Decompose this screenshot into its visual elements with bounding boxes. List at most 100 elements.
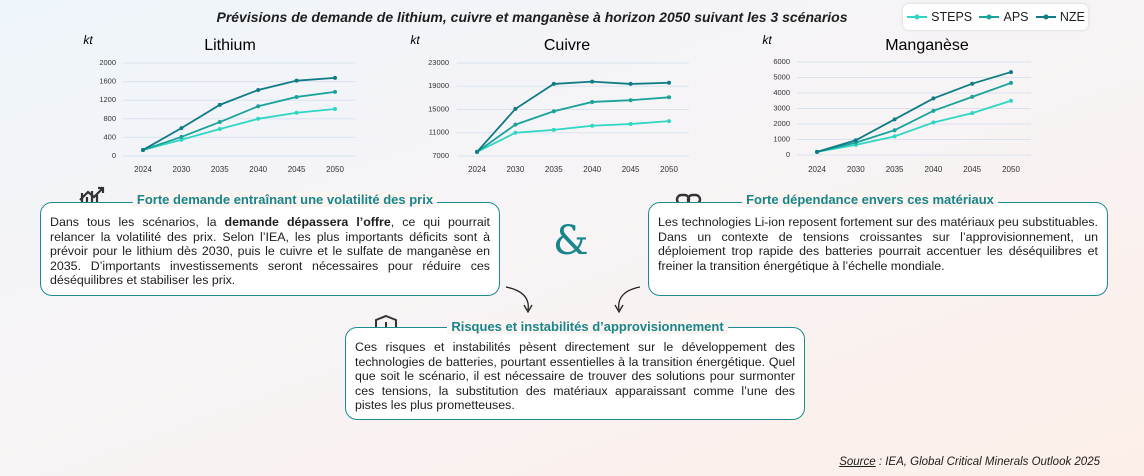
arrow-head bbox=[523, 304, 533, 314]
series-line bbox=[142, 108, 336, 151]
data-point bbox=[256, 104, 261, 109]
x-tick-label: 2040 bbox=[583, 165, 601, 174]
x-tick-label: 2045 bbox=[288, 165, 306, 174]
data-point bbox=[931, 96, 936, 101]
chart-title: Cuivre bbox=[544, 37, 590, 54]
data-point bbox=[475, 149, 479, 154]
data-point bbox=[179, 134, 184, 139]
data-point bbox=[217, 120, 222, 125]
box-text-bold: demande dépassera l’offre bbox=[224, 215, 391, 229]
y-axis-label: kt bbox=[83, 33, 93, 47]
legend-dot bbox=[1043, 14, 1049, 20]
data-point bbox=[217, 127, 222, 132]
y-tick-label: 2000 bbox=[773, 119, 790, 128]
data-point bbox=[815, 149, 819, 154]
data-point bbox=[294, 78, 299, 83]
box-title-text: Forte dépendance envers ces matériaux bbox=[742, 192, 998, 207]
box-title: Forte demande entraînant une volatilité … bbox=[125, 192, 445, 207]
x-tick-label: 2035 bbox=[545, 165, 563, 174]
data-point bbox=[513, 106, 518, 111]
arrow bbox=[618, 286, 641, 311]
source: Source : IEA, Global Critical Minerals O… bbox=[839, 456, 1100, 468]
y-tick-label: 1000 bbox=[773, 134, 790, 143]
data-point bbox=[892, 128, 897, 133]
ampersand: & bbox=[553, 218, 589, 264]
x-tick-label: 2024 bbox=[134, 165, 152, 174]
x-tick-label: 2030 bbox=[173, 165, 191, 174]
y-axis-label: kt bbox=[762, 33, 772, 47]
data-point bbox=[931, 120, 936, 125]
x-tick-label: 2040 bbox=[249, 165, 267, 174]
box-text: Les technologies Li-ion reposent forteme… bbox=[658, 215, 1098, 273]
x-tick-label: 2045 bbox=[622, 165, 640, 174]
legend-dot bbox=[986, 14, 992, 20]
series-line bbox=[476, 120, 670, 153]
box-text: Dans tous les scénarios, la bbox=[50, 215, 225, 229]
series-line bbox=[476, 80, 670, 153]
y-tick-label: 7000 bbox=[432, 151, 449, 160]
data-point bbox=[628, 98, 633, 103]
legend-swatch bbox=[979, 14, 1000, 20]
x-tick-label: 2035 bbox=[211, 165, 229, 174]
legend-label: APS bbox=[1003, 10, 1029, 24]
legend-dot bbox=[914, 14, 920, 20]
data-point bbox=[853, 138, 858, 143]
chart-title: Lithium bbox=[204, 37, 256, 54]
data-point bbox=[970, 111, 975, 116]
data-point bbox=[590, 99, 595, 104]
arrow bbox=[505, 286, 529, 311]
data-point bbox=[294, 110, 299, 115]
data-point bbox=[217, 102, 222, 107]
data-point bbox=[513, 130, 518, 135]
box-text: , ce qui pourrait relancer la volatilité… bbox=[50, 215, 491, 287]
x-tick-label: 2050 bbox=[660, 165, 678, 174]
data-point bbox=[1009, 80, 1013, 85]
legend: STEPS APS NZE bbox=[903, 4, 1088, 30]
box-title: Forte dépendance envers ces matériaux bbox=[720, 192, 1020, 207]
y-tick-label: 0 bbox=[112, 151, 116, 160]
y-tick-label: 15000 bbox=[428, 104, 449, 113]
series-line bbox=[142, 76, 336, 151]
data-point bbox=[970, 94, 975, 99]
legend-label: NZE bbox=[1059, 10, 1085, 24]
y-tick-label: 19000 bbox=[428, 81, 449, 90]
x-tick-label: 2045 bbox=[963, 165, 981, 174]
y-tick-label: 6000 bbox=[773, 57, 790, 66]
info-box: Les technologies Li-ion reposent forteme… bbox=[648, 202, 1108, 296]
series-line bbox=[142, 90, 336, 151]
y-tick-label: 800 bbox=[103, 114, 116, 123]
data-point bbox=[551, 109, 556, 114]
data-point bbox=[590, 79, 595, 84]
legend-item: NZE bbox=[1035, 10, 1085, 24]
data-point bbox=[179, 126, 184, 131]
y-tick-label: 4000 bbox=[773, 88, 790, 97]
series-line bbox=[476, 96, 670, 153]
data-point bbox=[256, 116, 261, 121]
info-box: Ces risques et instabilités pèsent direc… bbox=[345, 327, 805, 420]
data-point bbox=[333, 107, 337, 112]
series-line bbox=[816, 82, 1012, 153]
y-tick-label: 23000 bbox=[428, 58, 449, 67]
data-point bbox=[141, 147, 145, 152]
data-point bbox=[628, 122, 633, 127]
data-point bbox=[551, 81, 556, 86]
data-point bbox=[333, 89, 337, 94]
x-tick-label: 2030 bbox=[507, 165, 525, 174]
data-point bbox=[892, 134, 897, 139]
x-tick-label: 2040 bbox=[925, 165, 943, 174]
data-point bbox=[1009, 70, 1013, 75]
data-point bbox=[1009, 98, 1013, 103]
x-tick-label: 2050 bbox=[326, 165, 344, 174]
data-point bbox=[513, 122, 518, 127]
box-title-text: Risques et instabilités d’approvisionnem… bbox=[447, 319, 728, 334]
data-point bbox=[179, 137, 184, 142]
series-line bbox=[816, 71, 1012, 153]
data-point bbox=[333, 75, 337, 80]
data-point bbox=[892, 117, 897, 122]
y-tick-label: 400 bbox=[103, 132, 116, 141]
x-tick-label: 2024 bbox=[468, 165, 486, 174]
y-tick-label: 2000 bbox=[99, 58, 116, 67]
y-tick-label: 11000 bbox=[429, 128, 449, 137]
data-point bbox=[256, 87, 261, 92]
